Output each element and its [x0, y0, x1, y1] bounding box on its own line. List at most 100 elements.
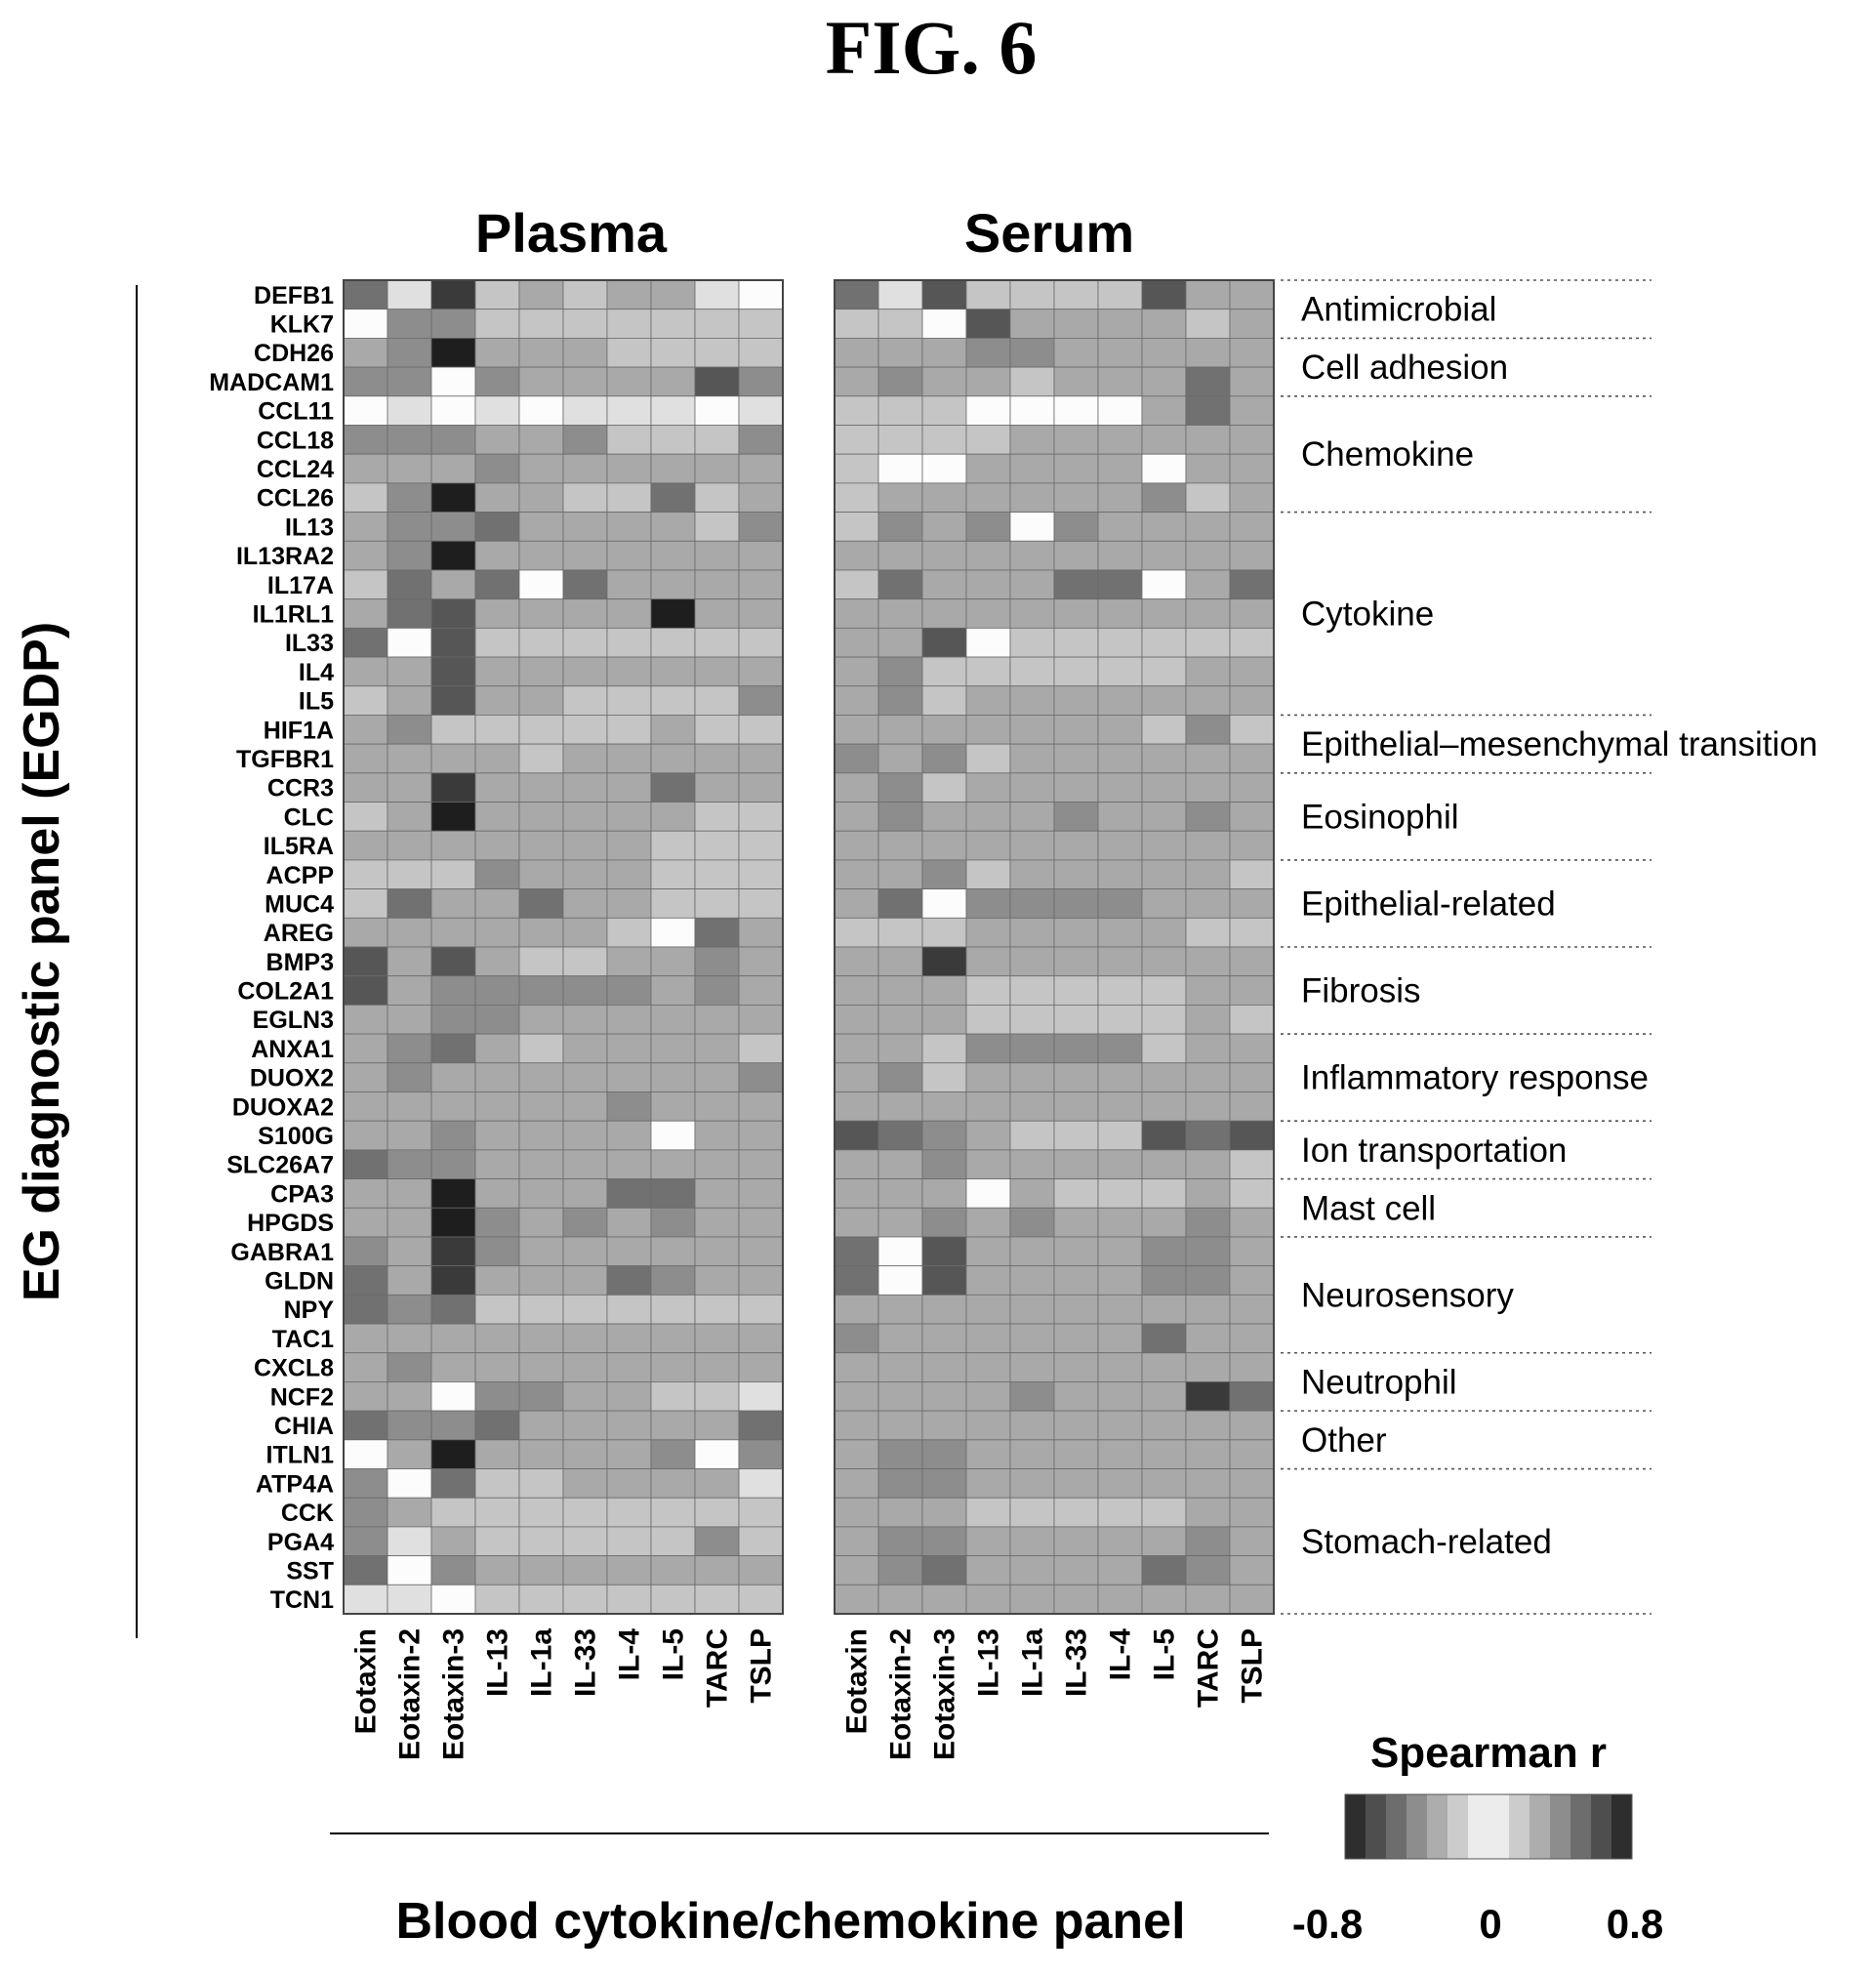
serum-cell-acpp-eotaxin-2	[877, 859, 923, 890]
plasma-cell-cdh26-eotaxin-3	[430, 337, 476, 368]
plasma-cell-acpp-il-5	[650, 859, 696, 890]
plasma-cell-s100g-tslp	[738, 1120, 784, 1151]
plasma-cell-ccr3-eotaxin	[343, 772, 388, 803]
plasma-cell-il17a-tarc	[694, 569, 740, 600]
serum-cell-col2a1-tslp	[1229, 975, 1275, 1006]
plasma-cell-hpgds-il-33	[562, 1207, 608, 1238]
serum-cell-slc26a7-eotaxin-3	[921, 1149, 967, 1179]
serum-cell-defb1-eotaxin-3	[921, 279, 967, 310]
serum-cell-il1rl1-eotaxin	[834, 598, 879, 629]
plasma-cell-ccl11-tarc	[694, 395, 740, 426]
serum-cell-pga4-il-13	[965, 1526, 1011, 1557]
serum-cell-madcam1-il-4	[1097, 366, 1143, 397]
plasma-cell-il33-il-1a	[518, 627, 564, 658]
serum-cell-ccl11-il-4	[1097, 395, 1143, 426]
gene-label-col2a1: COL2A1	[237, 978, 334, 1006]
plasma-cell-gldn-tarc	[694, 1265, 740, 1296]
plasma-cell-hif1a-eotaxin-3	[430, 715, 476, 745]
plasma-cell-defb1-il-4	[606, 279, 652, 310]
serum-cell-klk7-il-1a	[1009, 309, 1055, 339]
serum-cell-il13-il-1a	[1009, 512, 1055, 542]
plasma-cell-atp4a-eotaxin	[343, 1468, 388, 1499]
serum-cell-ccr3-il-4	[1097, 772, 1143, 803]
plasma-cell-madcam1-tslp	[738, 366, 784, 397]
gene-label-tac1: TAC1	[272, 1326, 335, 1353]
serum-cell-ccl24-il-5	[1141, 453, 1187, 484]
group-label-chemokine: Chemokine	[1301, 435, 1474, 473]
plasma-cell-il1rl1-tarc	[694, 598, 740, 629]
serum-cell-tcn1-il-13	[965, 1584, 1011, 1615]
serum-cell-tac1-il-4	[1097, 1323, 1143, 1354]
serum-cell-bmp3-eotaxin-2	[877, 946, 923, 977]
plasma-column-label-eotaxin-3: Eotaxin-3	[438, 1628, 470, 1760]
plasma-cell-il13-il-1a	[518, 512, 564, 542]
serum-cell-slc26a7-eotaxin	[834, 1149, 879, 1179]
serum-cell-tcn1-tarc	[1185, 1584, 1231, 1615]
plasma-cell-defb1-il-1a	[518, 279, 564, 310]
plasma-cell-npy-il-13	[474, 1294, 520, 1325]
serum-cell-hif1a-eotaxin	[834, 715, 879, 745]
plasma-cell-cxcl8-tslp	[738, 1352, 784, 1382]
serum-cell-s100g-eotaxin	[834, 1120, 879, 1151]
legend-title: Spearman r	[1370, 1729, 1607, 1777]
plasma-cell-gldn-tslp	[738, 1265, 784, 1296]
serum-cell-egln3-eotaxin-2	[877, 1004, 923, 1035]
legend-swatch	[1611, 1794, 1633, 1859]
serum-cell-il1rl1-eotaxin-2	[877, 598, 923, 629]
plasma-cell-bmp3-tarc	[694, 946, 740, 977]
plasma-cell-il1rl1-il-13	[474, 598, 520, 629]
serum-cell-hif1a-il-1a	[1009, 715, 1055, 745]
plasma-cell-ccr3-tslp	[738, 772, 784, 803]
serum-cell-anxa1-il-1a	[1009, 1033, 1055, 1064]
serum-cell-tac1-il-13	[965, 1323, 1011, 1354]
plasma-cell-il4-tarc	[694, 656, 740, 687]
plasma-cell-atp4a-il-5	[650, 1468, 696, 1499]
plasma-cell-cpa3-eotaxin-3	[430, 1178, 476, 1209]
plasma-cell-muc4-eotaxin-3	[430, 888, 476, 919]
serum-cell-s100g-il-4	[1097, 1120, 1143, 1151]
serum-cell-duox2-il-5	[1141, 1062, 1187, 1092]
serum-cell-itln1-il-4	[1097, 1439, 1143, 1469]
serum-cell-clc-il-33	[1053, 802, 1099, 832]
gene-label-anxa1: ANXA1	[251, 1036, 334, 1063]
serum-cell-ccl18-tarc	[1185, 425, 1231, 455]
serum-cell-klk7-eotaxin	[834, 309, 879, 339]
plasma-cell-tgfbr1-eotaxin-3	[430, 743, 476, 774]
plasma-cell-klk7-eotaxin-3	[430, 309, 476, 339]
plasma-cell-tcn1-il-13	[474, 1584, 520, 1615]
serum-column-label-eotaxin-2: Eotaxin-2	[885, 1628, 918, 1760]
serum-cell-duoxa2-eotaxin-3	[921, 1091, 967, 1122]
legend-swatch	[1489, 1794, 1510, 1859]
serum-cell-madcam1-il-5	[1141, 366, 1187, 397]
plasma-cell-tac1-eotaxin-3	[430, 1323, 476, 1354]
serum-cell-pga4-il-5	[1141, 1526, 1187, 1557]
legend-swatch	[1366, 1794, 1387, 1859]
plasma-cell-duox2-eotaxin-2	[387, 1062, 432, 1092]
group-label-other: Other	[1301, 1421, 1387, 1460]
serum-cell-tgfbr1-il-1a	[1009, 743, 1055, 774]
serum-cell-acpp-il-33	[1053, 859, 1099, 890]
plasma-cell-ccl24-tslp	[738, 453, 784, 484]
serum-cell-defb1-il-1a	[1009, 279, 1055, 310]
plasma-cell-slc26a7-tarc	[694, 1149, 740, 1179]
plasma-cell-col2a1-il-5	[650, 975, 696, 1006]
panel-title-serum: Serum	[964, 202, 1134, 264]
serum-cell-ccl26-il-1a	[1009, 482, 1055, 513]
serum-cell-il5ra-tslp	[1229, 830, 1275, 861]
plasma-cell-ccl18-tarc	[694, 425, 740, 455]
serum-cell-il4-eotaxin-2	[877, 656, 923, 687]
plasma-cell-defb1-eotaxin-2	[387, 279, 432, 310]
serum-cell-cdh26-tslp	[1229, 337, 1275, 368]
plasma-frame	[343, 279, 784, 1615]
plasma-cell-il5ra-il-33	[562, 830, 608, 861]
plasma-cell-pga4-il-5	[650, 1526, 696, 1557]
serum-cell-atp4a-eotaxin-2	[877, 1468, 923, 1499]
plasma-cell-npy-eotaxin	[343, 1294, 388, 1325]
serum-cell-ccl26-eotaxin-3	[921, 482, 967, 513]
plasma-cell-gldn-il-33	[562, 1265, 608, 1296]
plasma-cell-il5-il-13	[474, 685, 520, 716]
plasma-cell-il33-il-33	[562, 627, 608, 658]
plasma-cell-il13-tarc	[694, 512, 740, 542]
serum-cell-areg-eotaxin-2	[877, 917, 923, 948]
serum-cell-anxa1-il-4	[1097, 1033, 1143, 1064]
